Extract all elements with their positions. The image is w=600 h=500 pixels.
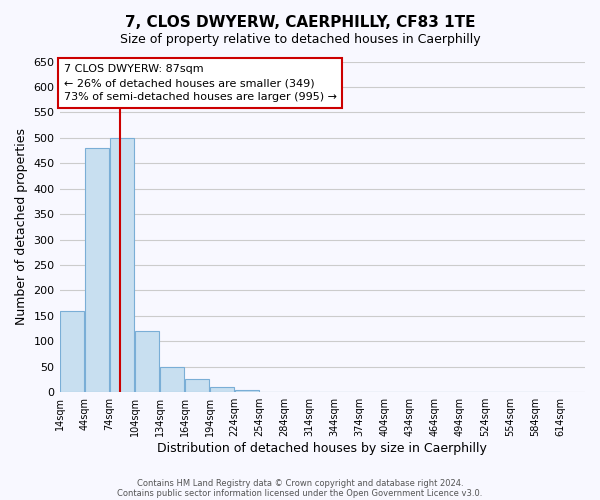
Bar — [60, 311, 84, 392]
Bar — [160, 367, 184, 392]
Bar — [110, 138, 134, 392]
Bar — [185, 380, 209, 392]
Bar — [135, 331, 159, 392]
Y-axis label: Number of detached properties: Number of detached properties — [15, 128, 28, 326]
Bar — [85, 148, 109, 392]
Bar — [210, 387, 235, 392]
Text: Contains public sector information licensed under the Open Government Licence v3: Contains public sector information licen… — [118, 488, 482, 498]
Text: Contains HM Land Registry data © Crown copyright and database right 2024.: Contains HM Land Registry data © Crown c… — [137, 478, 463, 488]
Text: 7 CLOS DWYERW: 87sqm
← 26% of detached houses are smaller (349)
73% of semi-deta: 7 CLOS DWYERW: 87sqm ← 26% of detached h… — [64, 64, 337, 102]
Bar — [235, 390, 259, 392]
X-axis label: Distribution of detached houses by size in Caerphilly: Distribution of detached houses by size … — [157, 442, 487, 455]
Text: 7, CLOS DWYERW, CAERPHILLY, CF83 1TE: 7, CLOS DWYERW, CAERPHILLY, CF83 1TE — [125, 15, 475, 30]
Text: Size of property relative to detached houses in Caerphilly: Size of property relative to detached ho… — [119, 32, 481, 46]
